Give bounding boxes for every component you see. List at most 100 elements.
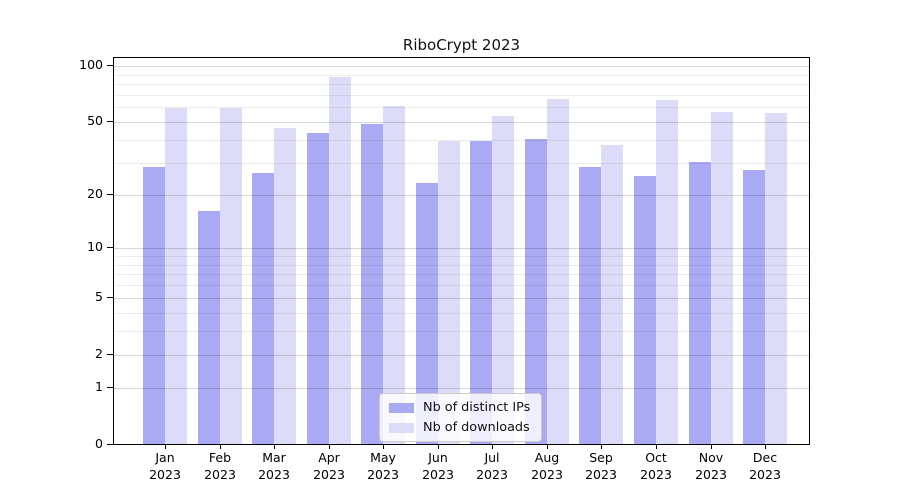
- y-tick-label-1: 1: [95, 379, 103, 394]
- x-tick-label-dec: Dec 2023: [733, 450, 797, 483]
- bar-nb-of-distinct-ips-jul: [470, 141, 493, 444]
- y-tick-label-2: 2: [95, 346, 103, 361]
- bar-nb-of-downloads-jun: [437, 141, 460, 444]
- y-tick-50: [107, 121, 113, 122]
- x-tick-jul: [492, 445, 493, 449]
- bar-nb-of-downloads-apr: [328, 77, 351, 444]
- x-tick-nov: [711, 445, 712, 449]
- x-tick-year-nov: 2023: [695, 466, 727, 482]
- x-tick-jun: [438, 445, 439, 449]
- x-tick-jan: [165, 445, 166, 449]
- x-tick-label-jan: Jan 2023: [133, 450, 197, 483]
- x-tick-month-jan: Jan: [155, 450, 175, 465]
- gridline-10: [114, 248, 809, 249]
- x-tick-year-dec: 2023: [749, 466, 781, 482]
- legend-row-nb-of-downloads: Nb of downloads: [389, 420, 530, 435]
- bar-nb-of-downloads-may: [383, 106, 406, 444]
- gridline-20: [114, 195, 809, 196]
- gridline-50: [114, 122, 809, 123]
- x-tick-month-jul: Jul: [484, 450, 500, 465]
- x-tick-month-mar: Mar: [262, 450, 286, 465]
- gridline-7: [114, 274, 809, 275]
- gridline-2: [114, 355, 809, 356]
- x-tick-label-may: May 2023: [351, 450, 415, 483]
- x-tick-month-aug: Aug: [534, 450, 560, 465]
- plot-area: Nb of distinct IPs Nb of downloads: [113, 57, 810, 445]
- x-tick-month-apr: Apr: [318, 450, 340, 465]
- gridline-90: [114, 75, 809, 76]
- gridline-1: [114, 388, 809, 389]
- x-tick-label-mar: Mar 2023: [242, 450, 306, 483]
- y-tick-label-50: 50: [87, 113, 103, 128]
- x-tick-label-jul: Jul 2023: [460, 450, 524, 483]
- bar-nb-of-downloads-jan: [165, 107, 187, 444]
- gridline-30: [114, 163, 809, 164]
- x-tick-month-jun: Jun: [428, 450, 448, 465]
- x-tick-month-nov: Nov: [698, 450, 724, 465]
- x-tick-year-mar: 2023: [258, 466, 290, 482]
- y-tick-0: [107, 444, 113, 445]
- bar-nb-of-distinct-ips-apr: [306, 133, 329, 444]
- gridline-40: [114, 140, 809, 141]
- bar-nb-of-downloads-aug: [546, 98, 569, 444]
- gridline-9: [114, 256, 809, 257]
- x-tick-sep: [601, 445, 602, 449]
- x-tick-apr: [329, 445, 330, 449]
- x-tick-mar: [274, 445, 275, 449]
- bar-nb-of-distinct-ips-jan: [143, 167, 165, 444]
- bar-nb-of-downloads-nov: [710, 111, 733, 444]
- x-tick-year-aug: 2023: [531, 466, 563, 482]
- y-tick-10: [107, 247, 113, 248]
- bar-nb-of-distinct-ips-mar: [252, 173, 275, 444]
- x-tick-dec: [765, 445, 766, 449]
- y-tick-2: [107, 354, 113, 355]
- x-tick-label-feb: Feb 2023: [188, 450, 252, 483]
- gridline-100: [114, 66, 809, 67]
- gridline-4: [114, 313, 809, 314]
- gridline-3: [114, 331, 809, 332]
- x-tick-aug: [547, 445, 548, 449]
- bar-nb-of-downloads-sep: [601, 145, 624, 444]
- x-tick-month-may: May: [370, 450, 396, 465]
- x-tick-year-may: 2023: [367, 466, 399, 482]
- x-tick-may: [383, 445, 384, 449]
- y-tick-100: [107, 65, 113, 66]
- x-tick-label-nov: Nov 2023: [679, 450, 743, 483]
- x-tick-month-dec: Dec: [752, 450, 778, 465]
- y-tick-label-10: 10: [87, 239, 103, 254]
- y-tick-label-20: 20: [87, 186, 103, 201]
- legend-swatch-nb-of-downloads: [389, 422, 414, 433]
- gridline-6: [114, 285, 809, 286]
- legend-swatch-nb-of-distinct-ips: [389, 402, 414, 413]
- bar-nb-of-distinct-ips-oct: [633, 176, 656, 444]
- gridline-80: [114, 84, 809, 85]
- bar-nb-of-distinct-ips-nov: [688, 161, 711, 444]
- x-tick-year-jun: 2023: [422, 466, 454, 482]
- y-tick-1: [107, 387, 113, 388]
- y-tick-5: [107, 297, 113, 298]
- x-tick-year-jan: 2023: [149, 466, 181, 482]
- bar-nb-of-downloads-dec: [765, 113, 788, 444]
- x-tick-label-jun: Jun 2023: [406, 450, 470, 483]
- bar-nb-of-distinct-ips-feb: [197, 211, 220, 444]
- legend-label-nb-of-distinct-ips: Nb of distinct IPs: [423, 400, 531, 415]
- bar-nb-of-distinct-ips-aug: [524, 139, 547, 444]
- chart-title: RiboCrypt 2023: [402, 36, 521, 54]
- x-tick-year-oct: 2023: [640, 466, 672, 482]
- y-tick-label-0: 0: [95, 436, 103, 451]
- x-tick-month-feb: Feb: [208, 450, 232, 465]
- gridline-5: [114, 298, 809, 299]
- bar-nb-of-distinct-ips-dec: [743, 170, 766, 444]
- x-tick-year-apr: 2023: [313, 466, 345, 482]
- x-tick-year-feb: 2023: [204, 466, 236, 482]
- bar-nb-of-distinct-ips-jun: [415, 183, 438, 444]
- bar-nb-of-downloads-mar: [274, 127, 297, 444]
- x-tick-month-oct: Oct: [645, 450, 667, 465]
- x-tick-year-sep: 2023: [585, 466, 617, 482]
- legend-label-nb-of-downloads: Nb of downloads: [423, 420, 530, 435]
- x-tick-label-apr: Apr 2023: [297, 450, 361, 483]
- legend: Nb of distinct IPs Nb of downloads: [379, 393, 543, 442]
- y-tick-20: [107, 194, 113, 195]
- y-tick-label-5: 5: [95, 289, 103, 304]
